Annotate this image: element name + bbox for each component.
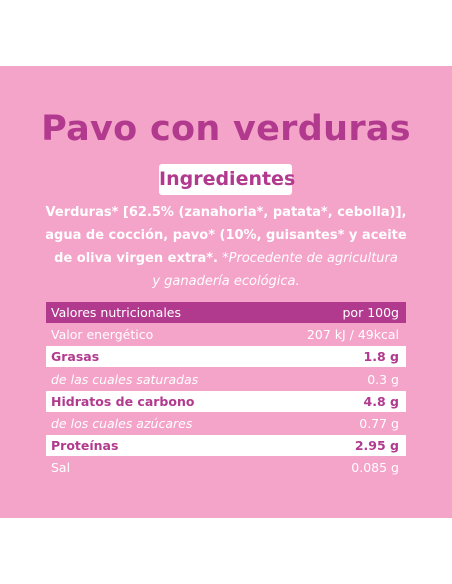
ingredients-line: agua de cocción, pavo* (10%, guisantes* … xyxy=(30,224,422,247)
product-title: Pavo con verduras xyxy=(41,109,411,149)
ingredients-line-1: Verduras* [62.5% (zanahoria*, patata*, c… xyxy=(45,205,407,220)
ingredients-text: Verduras* [62.5% (zanahoria*, patata*, c… xyxy=(30,201,422,293)
ingredients-line-4-italic: y ganadería ecológica. xyxy=(152,274,300,289)
table-row: Hidratos de carbono 4.8 g xyxy=(46,390,406,412)
nutrient-value: 4.8 g xyxy=(363,393,399,409)
ingredients-line: y ganadería ecológica. xyxy=(30,270,422,293)
nutrient-label: Proteínas xyxy=(51,438,119,454)
nutrition-header-label: Valores nutricionales xyxy=(51,305,182,320)
ingredients-line-2: agua de cocción, pavo* (10%, guisantes* … xyxy=(45,228,407,243)
nutrient-label: Grasas xyxy=(51,349,100,365)
nutrient-label: de los cuales azúcares xyxy=(51,415,193,431)
ingredients-line: Verduras* [62.5% (zanahoria*, patata*, c… xyxy=(30,201,422,224)
nutrient-value: 0.3 g xyxy=(367,371,399,387)
nutrition-header-value: por 100g xyxy=(342,305,400,320)
nutrient-label: de las cuales saturadas xyxy=(51,371,199,387)
table-row: de las cuales saturadas 0.3 g xyxy=(46,369,406,390)
nutrition-header-row: Valores nutricionales por 100g xyxy=(46,302,406,323)
ingredients-line-3-bold: de oliva virgen extra*. xyxy=(54,251,218,266)
table-row: Sal 0.085 g xyxy=(46,457,406,478)
ingredients-line-3-italic: *Procedente de agricultura xyxy=(218,251,398,266)
ingredients-line: de oliva virgen extra*. *Procedente de a… xyxy=(30,247,422,270)
table-row: de los cuales azúcares 0.77 g xyxy=(46,413,406,434)
nutrient-value: 0.085 g xyxy=(351,460,399,476)
table-row: Proteínas 2.95 g xyxy=(46,435,406,457)
product-card: Pavo con verduras Ingredientes Verduras*… xyxy=(0,66,452,518)
nutrient-label: Sal xyxy=(51,460,71,476)
nutrient-value: 1.8 g xyxy=(363,349,399,365)
nutrition-table: Valores nutricionales por 100g Valor ene… xyxy=(46,302,406,480)
table-row: Grasas 1.8 g xyxy=(46,346,406,368)
nutrient-value: 0.77 g xyxy=(359,415,399,431)
ingredients-heading: Ingredientes xyxy=(159,164,295,195)
nutrient-label: Hidratos de carbono xyxy=(51,393,195,409)
table-row: Valor energético 207 kJ / 49kcal xyxy=(46,324,406,345)
nutrient-value: 207 kJ / 49kcal xyxy=(306,327,399,343)
nutrient-label: Valor energético xyxy=(51,327,154,343)
nutrient-value: 2.95 g xyxy=(354,438,399,454)
